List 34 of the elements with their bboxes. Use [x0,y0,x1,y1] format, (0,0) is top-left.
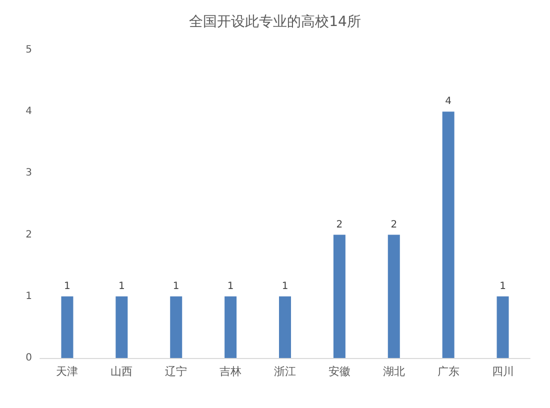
bar [388,234,400,358]
x-tick-label: 山西 [110,365,133,378]
x-tick-label: 四川 [492,365,514,378]
x-tick-label: 浙江 [274,365,296,378]
x-tick-label: 吉林 [220,365,242,378]
x-tick-label: 天津 [56,365,78,378]
y-tick-label: 0 [26,352,32,364]
bar [279,296,291,358]
data-label: 1 [500,280,506,292]
x-tick-label: 辽宁 [165,365,188,378]
bar [442,112,454,358]
x-tick-label: 安徽 [328,365,350,378]
x-tick-label: 广东 [437,365,460,378]
x-tick-label: 湖北 [382,365,405,378]
data-label: 1 [64,280,70,292]
y-tick-label: 2 [26,229,32,240]
bar [116,296,128,358]
bar [333,234,346,358]
bar [61,296,74,358]
data-label: 2 [336,219,343,230]
bar [496,296,509,358]
data-label: 1 [118,280,125,292]
data-label: 1 [282,280,288,292]
bar [224,296,237,358]
y-tick-label: 5 [26,44,32,56]
chart-title: 全国开设此专业的高校14所 [189,14,361,30]
data-label: 2 [390,219,398,230]
y-tick-label: 4 [26,106,32,118]
y-tick-label: 1 [26,290,32,302]
y-tick-label: 3 [26,168,32,179]
data-label: 1 [227,280,234,292]
bar [170,296,182,358]
data-label: 1 [172,280,180,292]
data-label: 4 [445,96,452,108]
